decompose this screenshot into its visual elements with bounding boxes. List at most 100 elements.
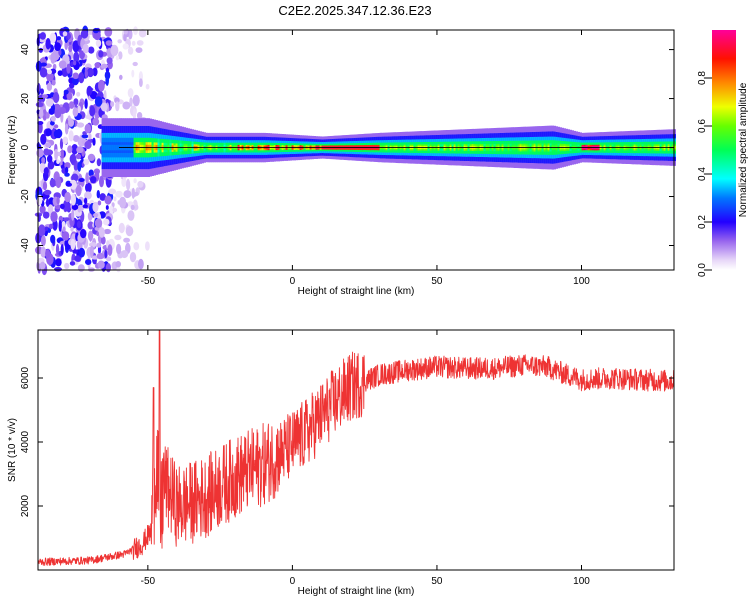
noise-speckle <box>66 91 73 101</box>
snr-x-tick-label: 100 <box>573 576 590 587</box>
noise-speckle <box>92 27 99 34</box>
noise-speckle <box>76 220 82 228</box>
spectrogram-y-tick-label: -20 <box>20 189 31 204</box>
noise-speckle <box>62 31 68 37</box>
noise-speckle <box>69 261 76 266</box>
noise-speckle <box>119 196 127 209</box>
noise-speckle <box>85 114 93 120</box>
band-column <box>117 144 120 151</box>
chart-title: C2E2.2025.347.12.36.E23 <box>278 3 431 18</box>
noise-speckle <box>92 137 96 146</box>
noise-speckle <box>74 255 81 262</box>
noise-speckle <box>115 101 120 112</box>
noise-speckle <box>71 193 76 206</box>
noise-speckle <box>71 209 75 221</box>
noise-speckle <box>36 148 44 158</box>
noise-speckle <box>50 211 58 223</box>
noise-speckle <box>85 182 92 193</box>
noise-speckle <box>48 223 54 230</box>
noise-speckle <box>115 55 120 61</box>
noise-speckle <box>92 118 100 126</box>
snr-x-tick-label: -50 <box>141 576 156 587</box>
noise-speckle <box>52 63 57 70</box>
noise-speckle <box>133 242 140 251</box>
noise-speckle <box>62 226 66 233</box>
spectrogram-y-tick-label: 20 <box>20 93 31 105</box>
band-column <box>109 144 112 151</box>
noise-speckle <box>54 42 61 51</box>
noise-speckle <box>98 79 105 92</box>
noise-speckle <box>47 160 55 170</box>
noise-speckle <box>76 91 81 97</box>
noise-speckle <box>64 40 68 50</box>
snr-y-tick-label: 2000 <box>20 494 31 517</box>
spectrogram-y-ticks: -40 -20 0 20 40 <box>20 44 674 253</box>
noise-speckle <box>99 175 104 188</box>
noise-speckle <box>75 153 82 160</box>
noise-speckle <box>88 46 95 54</box>
noise-speckle <box>133 26 138 36</box>
noise-speckle <box>110 101 115 107</box>
noise-speckle <box>52 92 60 104</box>
spectrogram-x-tick-label: 50 <box>431 276 443 287</box>
noise-speckle <box>80 29 89 39</box>
spectrogram-frame <box>37 29 675 271</box>
noise-speckle <box>115 190 123 198</box>
noise-speckle <box>51 79 56 86</box>
noise-speckle <box>60 244 64 255</box>
noise-speckle <box>136 112 143 119</box>
colorbar-tick-label: 0.8 <box>697 71 708 85</box>
noise-speckle <box>77 264 85 272</box>
noise-speckle <box>136 40 144 46</box>
noise-speckle <box>121 177 127 188</box>
noise-speckle <box>96 252 105 260</box>
noise-speckle <box>60 203 65 209</box>
noise-speckle <box>42 181 48 191</box>
noise-speckle <box>82 204 89 209</box>
noise-speckle <box>107 244 113 256</box>
spectrogram-plot-area <box>34 25 676 276</box>
noise-speckle <box>127 88 134 98</box>
noise-speckle <box>64 262 70 270</box>
noise-speckle <box>92 201 99 213</box>
noise-speckle <box>87 67 94 78</box>
noise-speckle <box>68 130 74 142</box>
noise-speckle <box>45 249 51 258</box>
band-column <box>111 144 114 151</box>
noise-speckle <box>89 245 94 258</box>
noise-speckle <box>134 204 139 211</box>
noise-speckle <box>100 102 108 112</box>
noise-speckle <box>40 235 46 247</box>
noise-speckle <box>88 169 94 177</box>
noise-speckle <box>123 237 130 243</box>
colorbar-tick-label: 0.4 <box>697 167 708 181</box>
noise-speckle <box>78 72 85 84</box>
noise-speckle <box>138 258 144 270</box>
noise-speckle <box>49 32 57 44</box>
noise-speckle <box>69 179 77 190</box>
noise-speckle <box>123 190 132 199</box>
noise-speckle <box>73 98 79 106</box>
noise-speckle <box>137 180 144 188</box>
noise-speckle <box>108 188 117 195</box>
noise-speckle <box>76 146 84 154</box>
noise-speckle <box>126 178 131 191</box>
noise-speckle <box>58 60 67 69</box>
noise-speckle <box>46 198 50 207</box>
noise-speckle <box>46 82 53 92</box>
noise-speckle <box>104 195 112 205</box>
noise-speckle <box>92 67 98 77</box>
snr-x-tick-label: 0 <box>290 576 296 587</box>
noise-speckle <box>125 226 134 237</box>
noise-speckle <box>96 190 101 199</box>
noise-speckle <box>113 196 117 202</box>
noise-speckle <box>83 158 90 166</box>
noise-speckle <box>42 211 50 219</box>
noise-speckle <box>73 51 80 64</box>
noise-speckle <box>35 60 42 72</box>
noise-speckle <box>123 29 128 35</box>
band-column <box>113 144 116 151</box>
noise-speckle <box>72 72 79 80</box>
noise-speckle <box>49 178 56 188</box>
noise-speckle <box>72 40 80 53</box>
